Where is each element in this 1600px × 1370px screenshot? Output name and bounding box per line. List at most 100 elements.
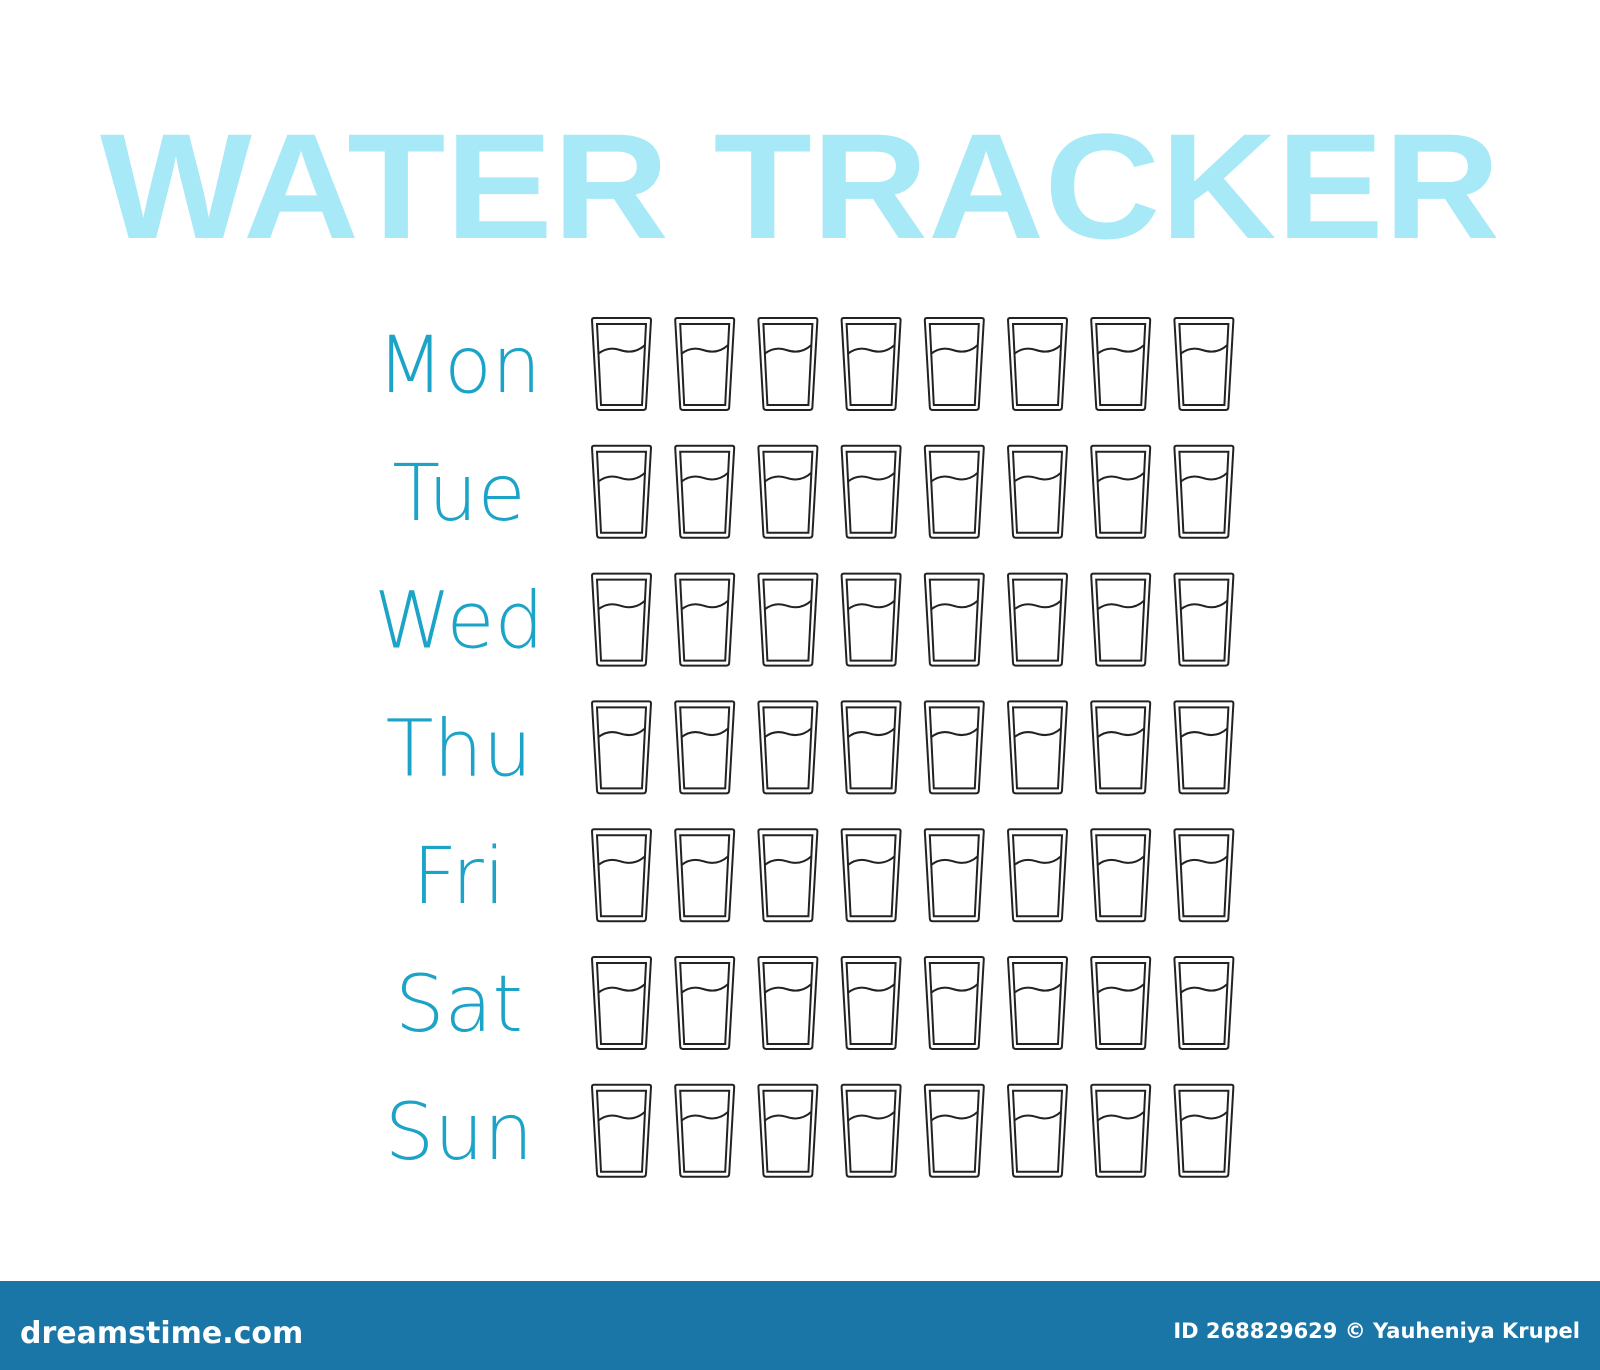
glass-icon xyxy=(1006,317,1069,411)
glass-inner xyxy=(1178,1089,1230,1173)
glass-outline xyxy=(1006,444,1069,539)
glass-inner xyxy=(1178,706,1230,790)
glass-icon xyxy=(1173,828,1235,923)
glass-inner xyxy=(845,834,897,918)
glass-outline xyxy=(674,828,736,923)
glass-outline xyxy=(1090,828,1152,923)
glass-icon xyxy=(1173,317,1235,411)
glass-water xyxy=(1013,855,1062,866)
glass-water xyxy=(846,855,896,866)
glass-icon xyxy=(923,317,985,411)
glass-outline xyxy=(1173,317,1235,411)
glass-icon xyxy=(674,828,736,923)
glass-water xyxy=(680,472,729,483)
glass-inner xyxy=(1011,834,1064,918)
glass-inner xyxy=(1011,450,1064,534)
footer-bar xyxy=(0,1281,1600,1370)
glass-water xyxy=(930,727,979,739)
glass-outline xyxy=(840,444,902,539)
glass-icon xyxy=(757,444,819,539)
glass-outline xyxy=(757,317,819,411)
glass-outline xyxy=(840,1083,902,1178)
glass-icon xyxy=(840,572,902,667)
glass-water xyxy=(846,472,896,483)
glass-outline xyxy=(674,572,736,667)
glass-water xyxy=(1179,855,1229,866)
day-label: Tue xyxy=(392,449,525,539)
tracker-grid: Mon Tue Wed Thu Fri Sat Sun xyxy=(374,317,1235,1178)
glass-outline xyxy=(1173,572,1235,667)
glass-outline xyxy=(1090,317,1152,411)
glass-inner xyxy=(1095,323,1147,406)
footer-credit: ID 268829629 © Yauheniya Krupel xyxy=(1173,1319,1580,1343)
glass-outline xyxy=(923,828,985,923)
glass-inner xyxy=(928,706,980,790)
glass-inner xyxy=(762,706,814,790)
glass-outline xyxy=(1090,700,1152,795)
glass-inner xyxy=(1178,323,1230,406)
day-label: Thu xyxy=(386,704,533,794)
glass-icon xyxy=(757,317,819,411)
glass-icon xyxy=(1090,700,1152,795)
glass-water xyxy=(1013,983,1062,994)
glass-outline xyxy=(923,572,985,667)
glass-inner xyxy=(762,962,814,1045)
day-label: Sat xyxy=(395,960,523,1050)
glass-water xyxy=(930,344,979,355)
glass-water xyxy=(597,855,646,866)
glass-inner xyxy=(762,450,814,534)
glass-inner xyxy=(595,323,648,406)
glass-icon xyxy=(674,444,736,539)
glass-icon xyxy=(590,444,653,539)
glass-water xyxy=(1179,983,1229,994)
glass-outline xyxy=(1006,700,1069,795)
glass-icon xyxy=(1173,956,1235,1050)
glass-inner xyxy=(762,323,814,406)
title: WATER TRACKER xyxy=(100,102,1500,270)
glass-water xyxy=(846,1111,896,1122)
glass-inner xyxy=(595,834,648,918)
glass-icon xyxy=(1090,828,1152,923)
glass-water xyxy=(1096,344,1145,355)
glass-icon xyxy=(757,828,819,923)
glass-outline xyxy=(1090,572,1152,667)
glass-water xyxy=(1096,727,1145,739)
glass-inner xyxy=(1095,1089,1147,1173)
glass-water xyxy=(1013,599,1062,611)
glass-water xyxy=(846,727,896,739)
glass-water xyxy=(680,599,729,611)
glass-outline xyxy=(590,572,653,667)
glass-outline xyxy=(840,317,902,411)
glass-water xyxy=(597,344,646,355)
glass-outline xyxy=(1006,828,1069,923)
glass-outline xyxy=(757,828,819,923)
glass-water xyxy=(1179,472,1229,483)
glass-inner xyxy=(679,834,731,918)
glass-inner xyxy=(762,578,814,662)
glass-water xyxy=(597,472,646,483)
glass-icon xyxy=(1090,1083,1152,1178)
glass-water xyxy=(1096,472,1145,483)
glass-icon xyxy=(840,956,902,1050)
glass-outline xyxy=(923,1083,985,1178)
glass-inner xyxy=(845,578,897,662)
glass-icon xyxy=(923,1083,985,1178)
glass-icon xyxy=(840,700,902,795)
glass-water xyxy=(763,599,813,611)
glass-outline xyxy=(923,317,985,411)
glass-icon xyxy=(674,572,736,667)
glass-water xyxy=(1013,472,1062,483)
glass-inner xyxy=(1011,1089,1064,1173)
glass-water xyxy=(763,344,813,355)
glass-water xyxy=(1096,983,1145,994)
glass-inner xyxy=(1095,450,1147,534)
glass-outline xyxy=(590,1083,653,1178)
glass-inner xyxy=(845,962,897,1045)
glass-outline xyxy=(923,444,985,539)
glass-outline xyxy=(923,956,985,1050)
glass-inner xyxy=(928,578,980,662)
glass-inner xyxy=(1095,706,1147,790)
glass-icon xyxy=(757,1083,819,1178)
